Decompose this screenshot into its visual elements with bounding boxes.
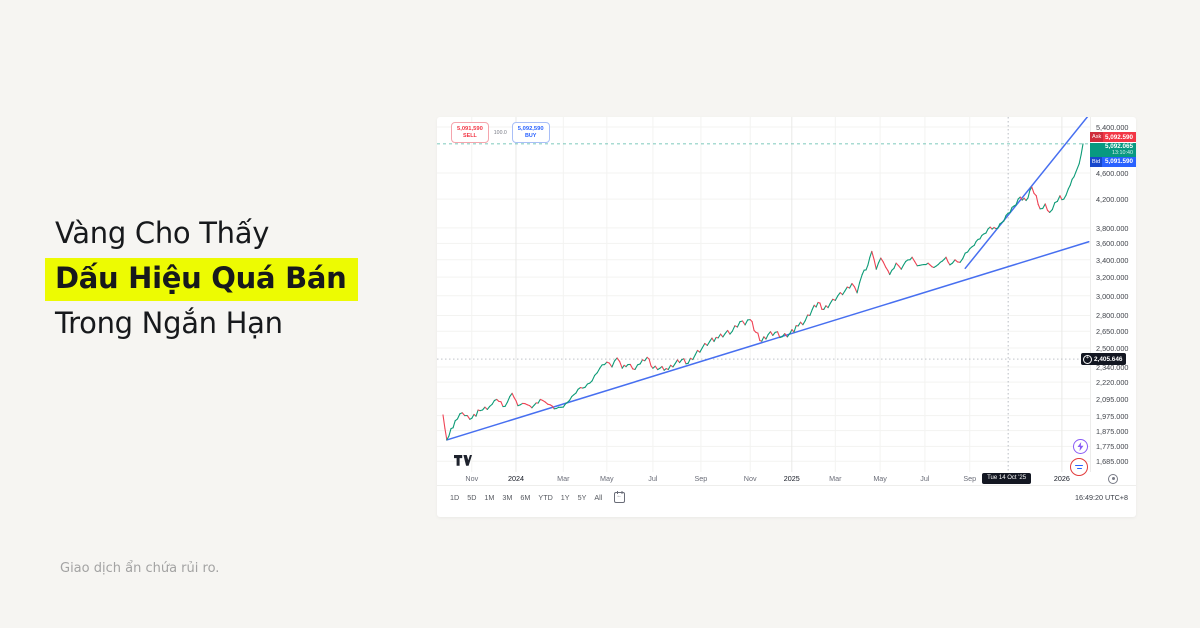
crosshair-date: Tue 14 Oct '25 — [987, 475, 1027, 481]
time-axis-label: May — [600, 474, 614, 483]
headline-line2-highlighted: Dấu Hiệu Quá Bán — [45, 258, 358, 301]
timeframe-5d[interactable]: 5D — [467, 492, 477, 502]
price-axis-label: 2,500.000 — [1096, 344, 1129, 354]
price-chart[interactable] — [437, 117, 1090, 472]
last-price-badge: 5,092.065 13:10:40 — [1090, 142, 1136, 157]
price-axis-label: 3,200.000 — [1096, 273, 1129, 283]
sell-button[interactable]: 5,091,590 SELL — [451, 122, 489, 143]
tradingview-logo[interactable] — [454, 453, 472, 471]
ask-price-badge: Ask 5,092.590 — [1090, 132, 1136, 142]
time-axis-label: Nov — [465, 474, 479, 483]
time-axis-label: Jul — [648, 474, 658, 483]
sell-price: 5,091,590 — [457, 125, 483, 132]
price-axis-label: 1,975.000 — [1096, 411, 1129, 421]
target-icon[interactable] — [1108, 473, 1118, 484]
price-axis-label: 3,400.000 — [1096, 255, 1129, 265]
ask-tag: Ask — [1090, 132, 1104, 142]
price-axis-label: 3,600.000 — [1096, 239, 1129, 249]
bar-countdown: 13:10:40 — [1112, 150, 1133, 156]
time-axis-label: 2024 — [507, 474, 524, 483]
timeframe-ytd[interactable]: YTD — [538, 492, 553, 502]
headline-line3: Trong Ngắn Hạn — [55, 306, 283, 340]
price-axis[interactable]: 5,400.000 4,600.000 4,200.000 3,800.000 3,60… — [1090, 117, 1137, 472]
time-axis-label: Mar — [557, 474, 570, 483]
price-axis-label: 1,775.000 — [1096, 442, 1129, 452]
sell-label: SELL — [463, 133, 477, 139]
timeframe-3m[interactable]: 3M — [502, 492, 513, 502]
time-axis-label: Sep — [694, 474, 708, 483]
price-axis-label: 2,340.000 — [1096, 363, 1129, 372]
time-axis-label: Jul — [920, 474, 930, 483]
spread-value: 100.0 — [493, 129, 507, 136]
bid-tag: Bid — [1090, 156, 1103, 167]
timeframe-1y[interactable]: 1Y — [560, 492, 570, 502]
trading-chart-panel: 5,091,590 SELL 100.0 5,092,590 BUY 5,400… — [437, 117, 1136, 517]
price-axis-label: 5,400.000 — [1096, 123, 1129, 132]
buy-button[interactable]: 5,092,590 BUY — [511, 122, 550, 143]
timeframe-1d[interactable]: 1D — [450, 492, 460, 502]
crosshair-price-badge: + 2,405.646 — [1081, 353, 1127, 365]
calendar-icon[interactable] — [614, 490, 626, 503]
price-axis-label: 2,800.000 — [1096, 311, 1129, 321]
bid-price-badge: Bid 5,091.590 — [1090, 156, 1136, 167]
chat-icon[interactable] — [1070, 458, 1088, 476]
time-axis-label: Nov — [743, 474, 757, 483]
price-axis-label: 2,650.000 — [1096, 327, 1129, 337]
crosshair-date-badge: Tue 14 Oct '25 — [982, 472, 1032, 484]
crosshair-price: 2,405.646 — [1094, 355, 1123, 363]
price-axis-label: 1,685.000 — [1096, 457, 1129, 467]
headline-line1: Vàng Cho Thấy — [55, 216, 270, 250]
quote-buttons: 5,091,590 SELL 100.0 5,092,590 BUY — [451, 122, 550, 143]
time-axis[interactable]: Nov 2024 Mar May Jul Sep Nov 2025 Mar May Jul Sep 20… — [437, 472, 1090, 485]
last-price: 5,092.065 — [1104, 143, 1133, 150]
price-axis-label: 2,095.000 — [1096, 394, 1129, 404]
buy-label: BUY — [524, 133, 537, 139]
price-axis-label: 4,600.000 — [1096, 169, 1129, 179]
timeframe-all[interactable]: All — [594, 492, 603, 502]
price-axis-label: 3,000.000 — [1096, 291, 1129, 301]
time-axis-label: 2026 — [1053, 474, 1070, 483]
ask-price: 5,092.590 — [1104, 133, 1133, 141]
time-axis-label: May — [873, 474, 887, 483]
timeframe-6m[interactable]: 6M — [520, 492, 531, 502]
time-axis-label: Sep — [963, 474, 977, 483]
price-axis-label: 3,800.000 — [1096, 223, 1129, 233]
toolbar-divider — [437, 485, 1136, 486]
bid-price: 5,091.590 — [1104, 158, 1133, 165]
risk-disclaimer: Giao dịch ẩn chứa rủi ro. — [60, 561, 220, 576]
lightning-icon[interactable] — [1073, 439, 1088, 454]
price-axis-label: 1,875.000 — [1096, 426, 1129, 436]
exchange-clock: 16:49:20 UTC+8 — [1075, 492, 1128, 502]
price-axis-label: 4,200.000 — [1096, 195, 1129, 205]
plus-circle-icon[interactable]: + — [1083, 354, 1092, 364]
timeframe-1m[interactable]: 1M — [484, 492, 495, 502]
headline: Vàng Cho Thấy Dấu Hiệu Quá Bán Trong Ngắ… — [45, 211, 358, 346]
timeframe-5y[interactable]: 5Y — [577, 492, 587, 502]
buy-price: 5,092,590 — [517, 125, 544, 132]
price-axis-label: 2,220.000 — [1096, 378, 1129, 388]
time-axis-label: 2025 — [783, 474, 800, 483]
timeframe-toolbar: 1D 5D 1M 3M 6M YTD 1Y 5Y All — [450, 486, 626, 508]
time-axis-label: Mar — [829, 474, 842, 483]
